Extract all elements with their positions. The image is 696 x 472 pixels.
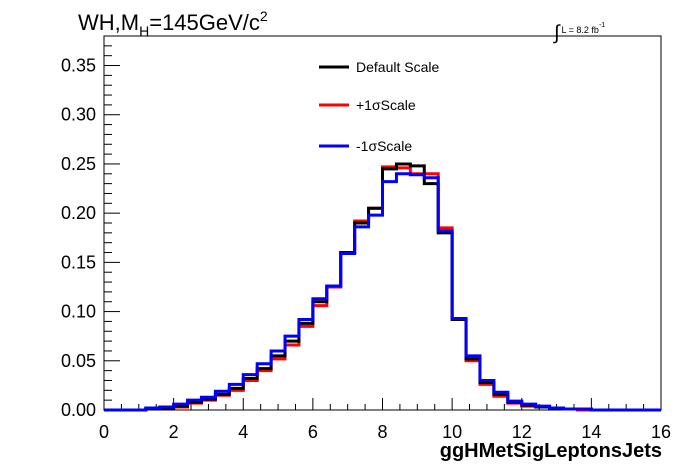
chart-title: WH,MH=145GeV/c2 [78,8,268,39]
legend-label-2: -1σScale [356,138,412,154]
series-line-2 [104,172,661,412]
y-tick-label: 0.35 [61,56,96,76]
y-tick-label: 0.15 [61,252,96,272]
luminosity-text: L = 8.2 fb [561,25,599,35]
y-tick-label: 0.00 [61,400,96,420]
legend-label-0: Default Scale [356,59,439,75]
x-tick-label: 2 [169,422,179,442]
luminosity-label: ∫ L = 8.2 fb-1 [554,16,606,44]
x-axis-title: ggHMetSigLeptonsJets [439,440,662,462]
x-tick-label: 14 [581,422,601,442]
title-subscript: H [139,23,150,39]
title-main: WH,M [78,10,140,35]
x-tick-label: 16 [651,422,671,442]
y-tick-label: 0.30 [61,105,96,125]
x-tick-label: 8 [377,422,387,442]
x-tick-label: 0 [99,422,109,442]
y-tick-label: 0.10 [61,302,96,322]
integral-symbol: ∫ [554,22,560,44]
title-superscript: 2 [259,8,268,24]
y-tick-label: 0.25 [61,154,96,174]
y-tick-label: 0.05 [61,351,96,371]
x-tick-label: 4 [238,422,248,442]
legend-label-1: +1σScale [356,97,416,113]
title-value: =145GeV/c [149,10,260,35]
y-tick-label: 0.20 [61,203,96,223]
plot-frame [103,35,662,411]
x-tick-label: 12 [512,422,532,442]
x-tick-label: 6 [308,422,318,442]
luminosity-superscript: -1 [598,22,606,29]
x-tick-label: 10 [442,422,462,442]
